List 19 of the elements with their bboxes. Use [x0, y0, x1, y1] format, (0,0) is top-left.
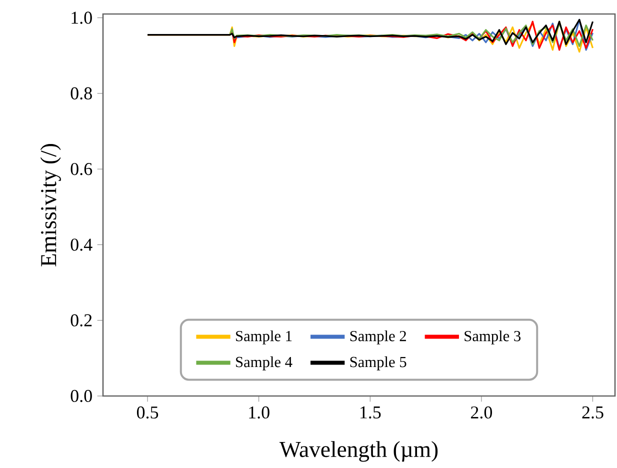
y-tick-label: 1.0 — [72, 12, 92, 24]
y-axis-title: Emissivity (/) — [40, 144, 61, 266]
legend-label: Sample 2 — [350, 330, 406, 344]
x-tick-label: 0.5 — [136, 406, 158, 419]
y-tick-label: 0.8 — [70, 87, 92, 100]
x-tick-label: 1.0 — [249, 406, 270, 419]
y-tick-label: 0.2 — [70, 314, 92, 326]
legend-label: Sample 5 — [350, 356, 406, 370]
y-tick-label: 0.6 — [70, 162, 92, 176]
legend-label: Sample 1 — [236, 330, 292, 344]
x-axis-title: Wavelength (µm) — [279, 441, 438, 462]
legend-label: Sample 4 — [236, 356, 292, 370]
y-tick-label: 0.4 — [70, 238, 92, 251]
legend-label: Sample 3 — [464, 330, 521, 344]
x-tick-label: 2.0 — [470, 406, 492, 419]
x-tick-label: 2.5 — [582, 406, 604, 419]
x-tick-label: 1.5 — [360, 406, 381, 419]
y-tick-label: 0.0 — [70, 390, 92, 402]
line-series — [146, 18, 594, 46]
